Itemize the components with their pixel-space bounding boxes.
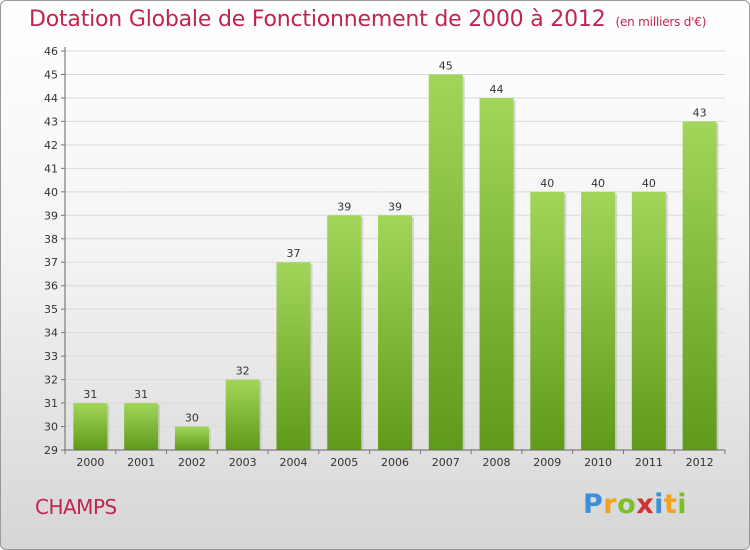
y-tick-label: 29 [44, 444, 58, 457]
y-axis-ticks: 29 30 31 32 33 34 35 36 37 38 39 40 41 42 43 44 45 46 [44, 45, 65, 457]
bar-value-label: 44 [490, 83, 504, 96]
logo-letter: i [654, 489, 664, 520]
y-tick-label: 34 [44, 327, 58, 340]
y-tick-label: 32 [44, 374, 58, 387]
chart-title: Dotation Globale de Fonctionnement de 20… [29, 7, 706, 32]
bar [581, 191, 616, 450]
chart-unit: (en milliers d'€) [615, 15, 707, 29]
y-tick-label: 46 [44, 45, 58, 58]
bar [276, 262, 311, 450]
bar-value-label: 40 [591, 177, 605, 190]
logo-letter: t [663, 489, 678, 520]
bar-value-label: 30 [185, 412, 199, 425]
x-tick-label: 2000 [76, 456, 104, 469]
bar-value-label: 31 [83, 388, 97, 401]
bar [479, 97, 514, 451]
y-tick-label: 37 [44, 256, 58, 269]
bar-value-label: 39 [388, 200, 402, 213]
y-tick-label: 41 [44, 162, 58, 175]
x-tick-label: 2001 [127, 456, 155, 469]
x-tick-label: 2006 [381, 456, 409, 469]
bar [327, 215, 362, 450]
logo-letter: P [583, 489, 604, 520]
y-tick-label: 45 [44, 68, 58, 81]
x-tick-label: 2010 [584, 456, 612, 469]
bar [174, 426, 209, 450]
bar-value-label: 43 [693, 106, 707, 119]
bar-value-label: 39 [337, 200, 351, 213]
y-tick-label: 30 [44, 421, 58, 434]
y-tick-label: 35 [44, 303, 58, 316]
bar-value-label: 40 [642, 177, 656, 190]
x-axis-ticks: 2000 2001 2002 2003 2004 2005 2006 2007 2008 2009… [64, 450, 726, 469]
x-tick-label: 2002 [178, 456, 206, 469]
y-tick-label: 38 [44, 233, 58, 246]
y-tick-label: 33 [44, 350, 58, 363]
logo-letter: o [617, 489, 637, 520]
logo-letter: r [603, 489, 618, 520]
y-tick-label: 42 [44, 139, 58, 152]
y-tick-label: 44 [44, 92, 58, 105]
bar [682, 121, 717, 450]
y-tick-label: 31 [44, 397, 58, 410]
bar-value-labels: 31 31 30 32 37 39 39 45 44 40 40 40 43 [83, 59, 706, 424]
bar [225, 379, 260, 450]
bar-value-label: 31 [134, 388, 148, 401]
bar [378, 215, 412, 450]
bar-value-label: 45 [439, 59, 453, 72]
bar [631, 191, 666, 450]
logo-letter: i [677, 489, 688, 520]
x-tick-label: 2008 [483, 456, 511, 469]
x-tick-label: 2012 [686, 456, 714, 469]
chart-title-text: Dotation Globale de Fonctionnement de 20… [29, 7, 606, 32]
x-tick-label: 2007 [432, 456, 460, 469]
y-tick-label: 43 [44, 115, 58, 128]
y-tick-label: 40 [44, 186, 58, 199]
bar [428, 74, 463, 451]
bar-value-label: 40 [540, 177, 554, 190]
x-tick-label: 2009 [533, 456, 561, 469]
x-tick-label: 2004 [279, 456, 307, 469]
bar-value-label: 32 [236, 365, 250, 378]
axes [64, 47, 725, 451]
logo-letter: x [636, 489, 655, 520]
x-tick-label: 2005 [330, 456, 358, 469]
bar-value-label: 37 [286, 247, 300, 260]
x-tick-label: 2003 [229, 456, 257, 469]
bar [73, 403, 108, 450]
bar [530, 191, 565, 450]
y-tick-label: 36 [44, 280, 58, 293]
commune-name: CHAMPS [35, 495, 117, 519]
proxiti-logo: Proxiti [583, 489, 687, 520]
x-tick-label: 2011 [635, 456, 663, 469]
bars [73, 74, 719, 451]
y-tick-label: 39 [44, 209, 58, 222]
bar [124, 403, 159, 450]
